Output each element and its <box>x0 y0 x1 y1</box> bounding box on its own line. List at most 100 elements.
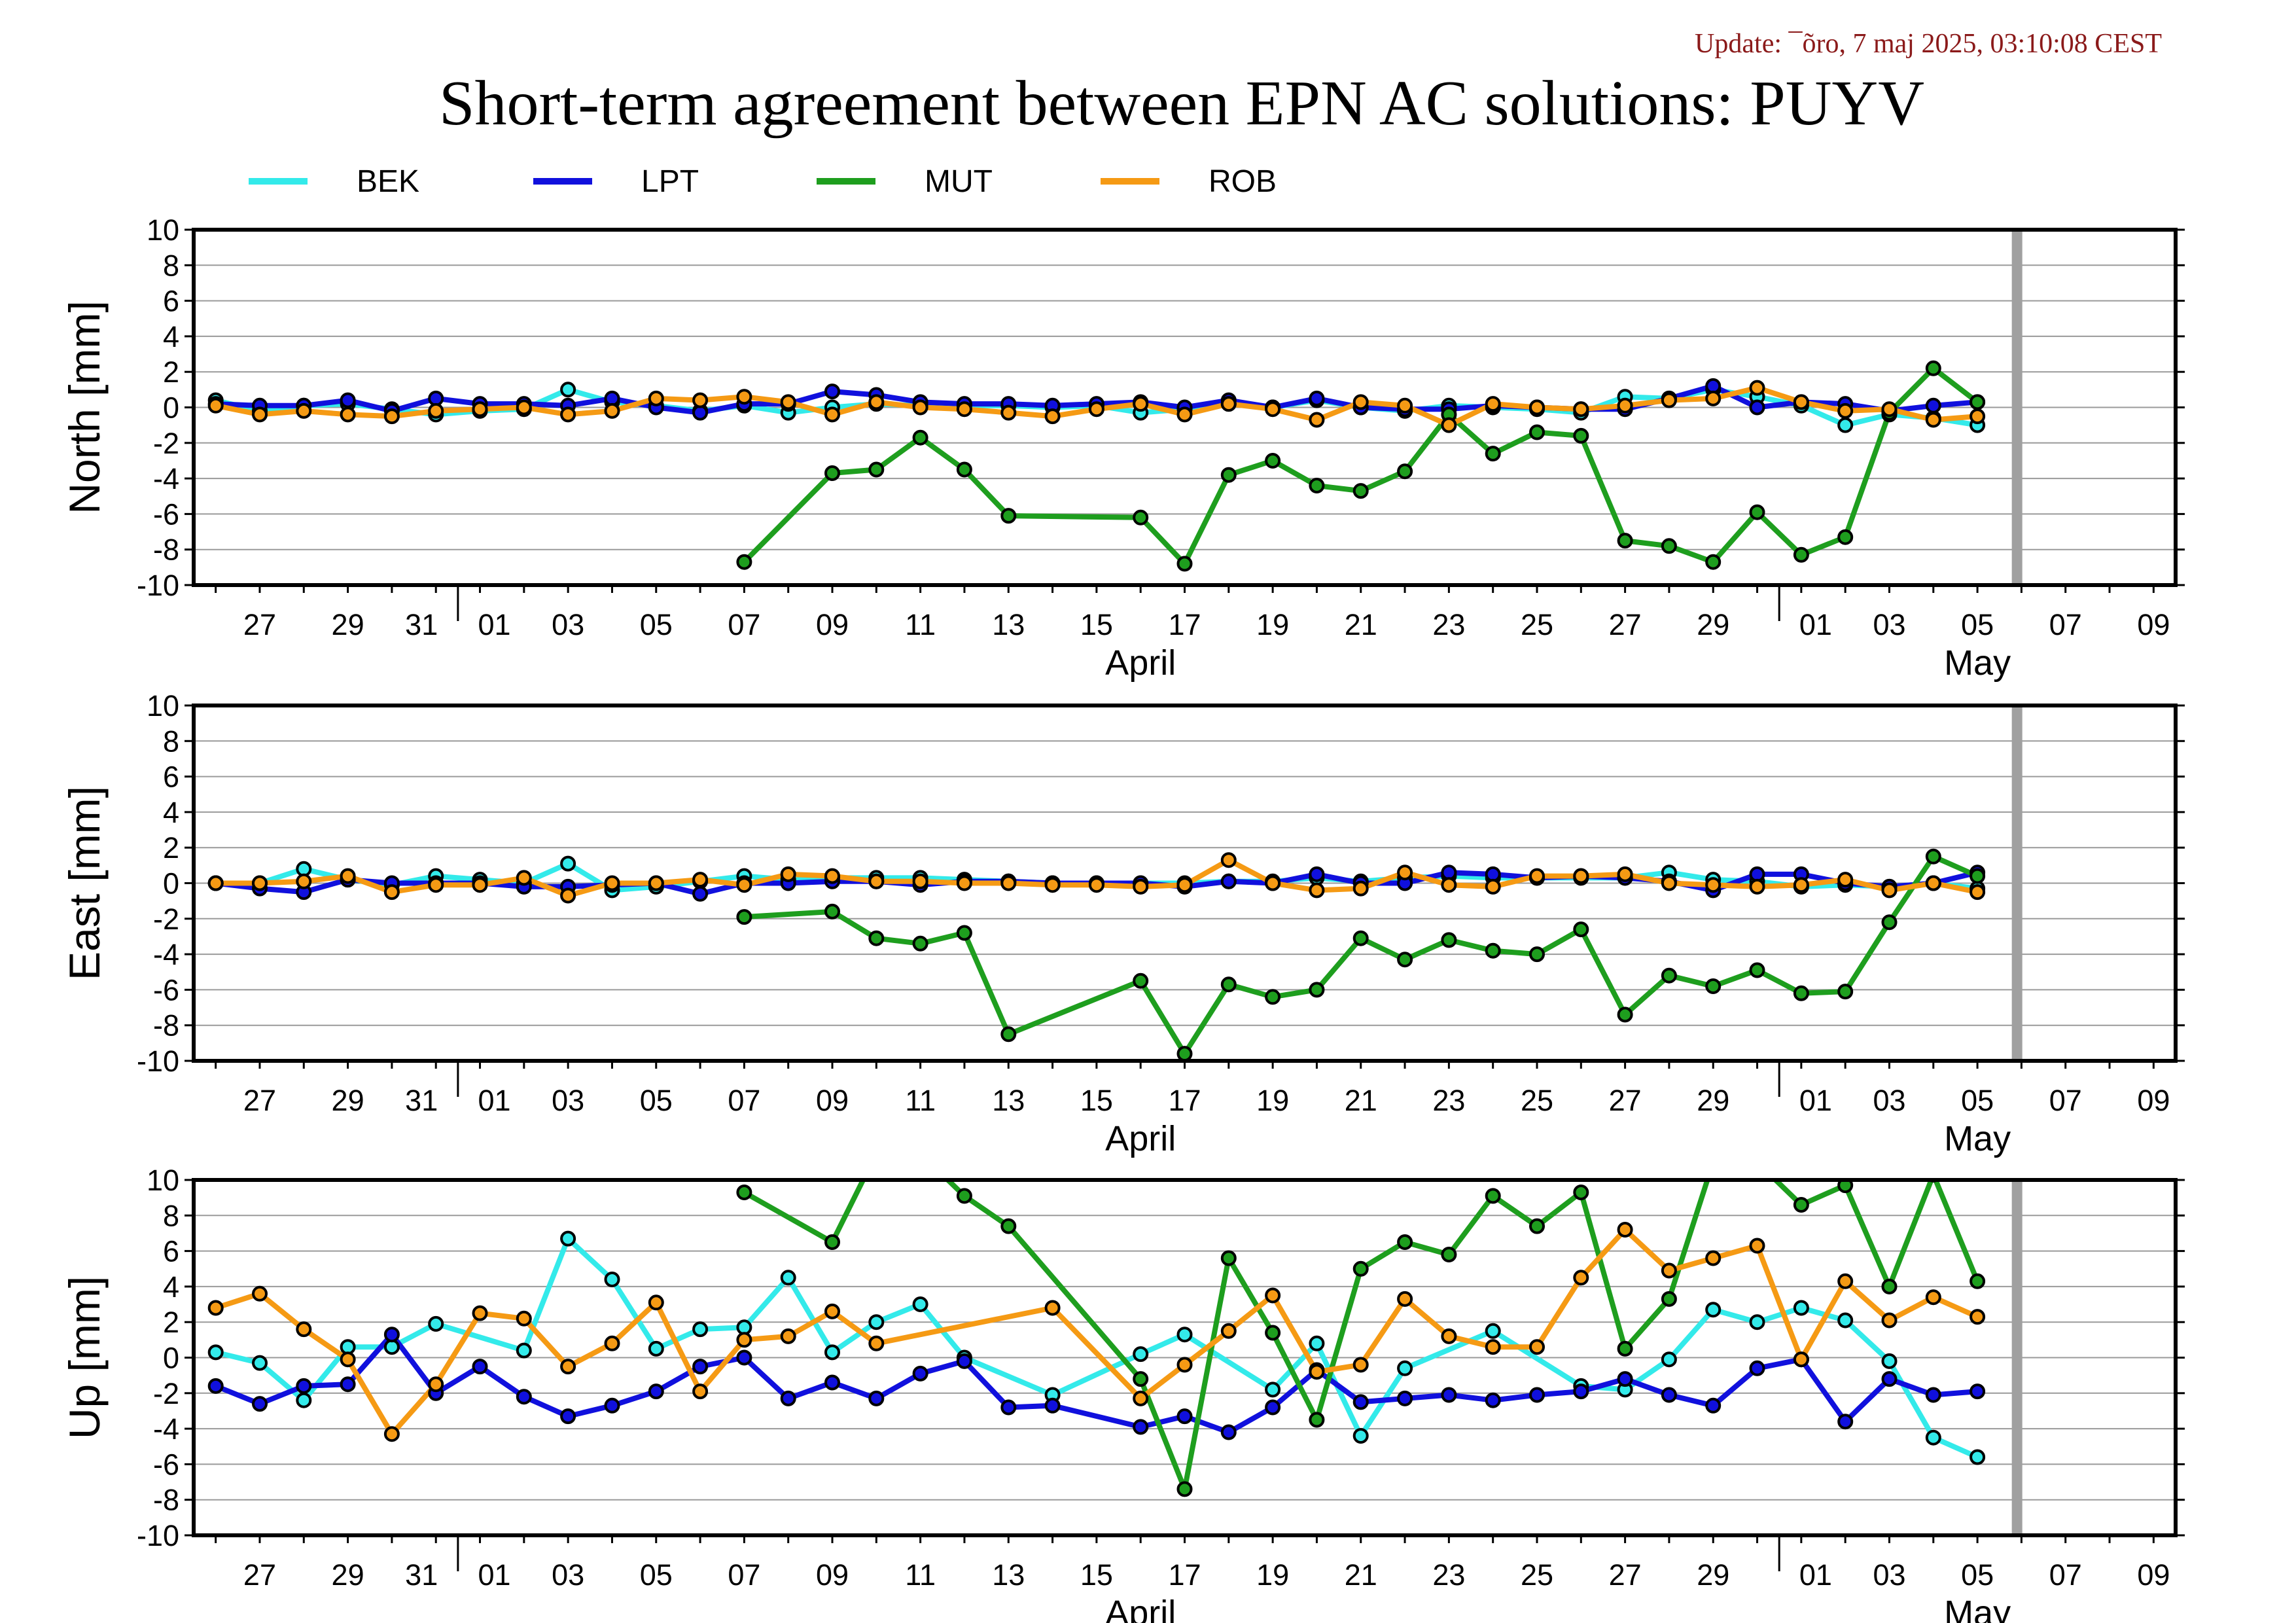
y-tick-label: -10 <box>137 1044 179 1078</box>
y-tick-label: 4 <box>163 1270 179 1304</box>
data-point-mut <box>1793 985 1809 1001</box>
data-point-rob <box>1133 1390 1149 1406</box>
data-point-rob <box>1441 1328 1457 1344</box>
data-point-rob <box>956 875 972 891</box>
y-tick-label: -8 <box>153 1009 179 1043</box>
data-point-lpt <box>1309 866 1325 882</box>
data-point-rob <box>1485 878 1501 895</box>
data-point-bek <box>1176 1327 1193 1343</box>
y-tick-label: -2 <box>153 1377 179 1410</box>
data-point-rob <box>1925 412 1941 428</box>
data-point-rob <box>692 872 709 888</box>
data-point-mut <box>1661 967 1677 984</box>
y-tick-label: 0 <box>163 1342 179 1375</box>
data-point-rob <box>252 875 268 891</box>
y-tick-label: -4 <box>153 938 179 971</box>
data-point-bek <box>1265 1382 1281 1398</box>
x-tick-label: 11 <box>905 1084 936 1117</box>
data-point-lpt <box>1749 399 1765 416</box>
data-point-rob <box>1837 1273 1854 1289</box>
data-point-lpt <box>1529 1387 1545 1403</box>
month-label-april: April <box>1105 1594 1176 1623</box>
data-point-rob <box>516 1310 532 1327</box>
data-point-rob <box>1749 1238 1765 1254</box>
data-point-lpt <box>1133 1419 1149 1435</box>
x-tick-label: 03 <box>1873 608 1905 641</box>
data-point-rob <box>428 877 444 893</box>
legend-item-mut: MUT <box>817 164 993 199</box>
data-point-lpt <box>868 1390 885 1406</box>
data-point-lpt <box>340 1376 356 1393</box>
x-tick-label: 07 <box>728 1558 760 1592</box>
legend-item-lpt: LPT <box>533 164 699 199</box>
data-point-bek <box>296 1392 312 1408</box>
data-point-rob <box>340 1351 356 1368</box>
data-point-lpt <box>472 1359 488 1375</box>
data-point-mut <box>1265 989 1281 1005</box>
x-tick-label: 17 <box>1168 1558 1201 1592</box>
data-point-rob <box>1397 865 1413 881</box>
x-tick-label: 03 <box>1873 1558 1905 1592</box>
data-point-rob <box>1485 1339 1501 1355</box>
data-point-rob <box>1352 1357 1369 1373</box>
x-tick-label: 09 <box>2137 1084 2170 1117</box>
data-point-rob <box>1881 401 1898 418</box>
data-point-bek <box>692 1321 709 1338</box>
data-point-rob <box>296 402 312 419</box>
data-point-rob <box>648 875 664 891</box>
data-point-bek <box>1837 417 1854 433</box>
data-point-lpt <box>1661 1387 1677 1403</box>
x-tick-label: 07 <box>2049 1084 2082 1117</box>
data-point-rob <box>1133 878 1149 895</box>
data-point-rob <box>1617 397 1633 414</box>
data-point-rob <box>560 1359 576 1375</box>
data-point-mut <box>1617 1340 1633 1357</box>
data-point-rob <box>1969 1309 1986 1325</box>
data-point-bek <box>1661 1351 1677 1368</box>
data-point-mut <box>1133 972 1149 989</box>
series-line-mut <box>741 1180 1981 1492</box>
data-point-rob <box>736 389 752 405</box>
x-tick-label: 09 <box>816 608 849 641</box>
data-point-rob <box>868 394 885 410</box>
data-point-lpt <box>1044 1397 1061 1414</box>
plot-area <box>207 360 1986 572</box>
data-point-mut <box>1133 1371 1149 1387</box>
data-point-rob <box>207 1300 224 1316</box>
data-point-lpt <box>956 1353 972 1369</box>
series-line-mut <box>741 853 1981 1057</box>
x-tick-label: 05 <box>640 1084 673 1117</box>
data-point-rob <box>1749 878 1765 895</box>
data-point-bek <box>824 1344 840 1361</box>
data-point-lpt <box>1485 1392 1501 1408</box>
data-point-bek <box>252 1355 268 1371</box>
data-point-rob <box>1661 1262 1677 1279</box>
y-tick-label: 6 <box>163 1235 179 1268</box>
x-tick-label: 03 <box>552 1084 584 1117</box>
y-axis-label: Up [mm] <box>60 1276 109 1439</box>
x-tick-label: 05 <box>640 608 673 641</box>
data-point-rob <box>428 1376 444 1393</box>
x-tick-label: 29 <box>1697 608 1729 641</box>
x-tick-label: 05 <box>640 1558 673 1592</box>
data-point-rob <box>780 394 796 410</box>
y-tick-label: -10 <box>137 569 179 602</box>
data-point-lpt <box>824 1374 840 1391</box>
series-line-mut <box>741 365 1981 567</box>
legend-item-bek: BEK <box>249 164 419 199</box>
data-point-bek <box>648 1340 664 1357</box>
data-point-mut <box>1793 546 1809 563</box>
x-tick-label: 13 <box>992 1084 1025 1117</box>
data-point-rob <box>1309 1364 1325 1380</box>
data-point-rob <box>1176 877 1193 893</box>
data-point-mut <box>868 930 885 946</box>
data-point-rob <box>1309 882 1325 899</box>
data-point-mut <box>824 903 840 919</box>
data-point-rob <box>1529 1339 1545 1355</box>
x-tick-label: 09 <box>2137 608 2170 641</box>
x-tick-label: 03 <box>552 608 584 641</box>
data-point-lpt <box>1265 1399 1281 1416</box>
